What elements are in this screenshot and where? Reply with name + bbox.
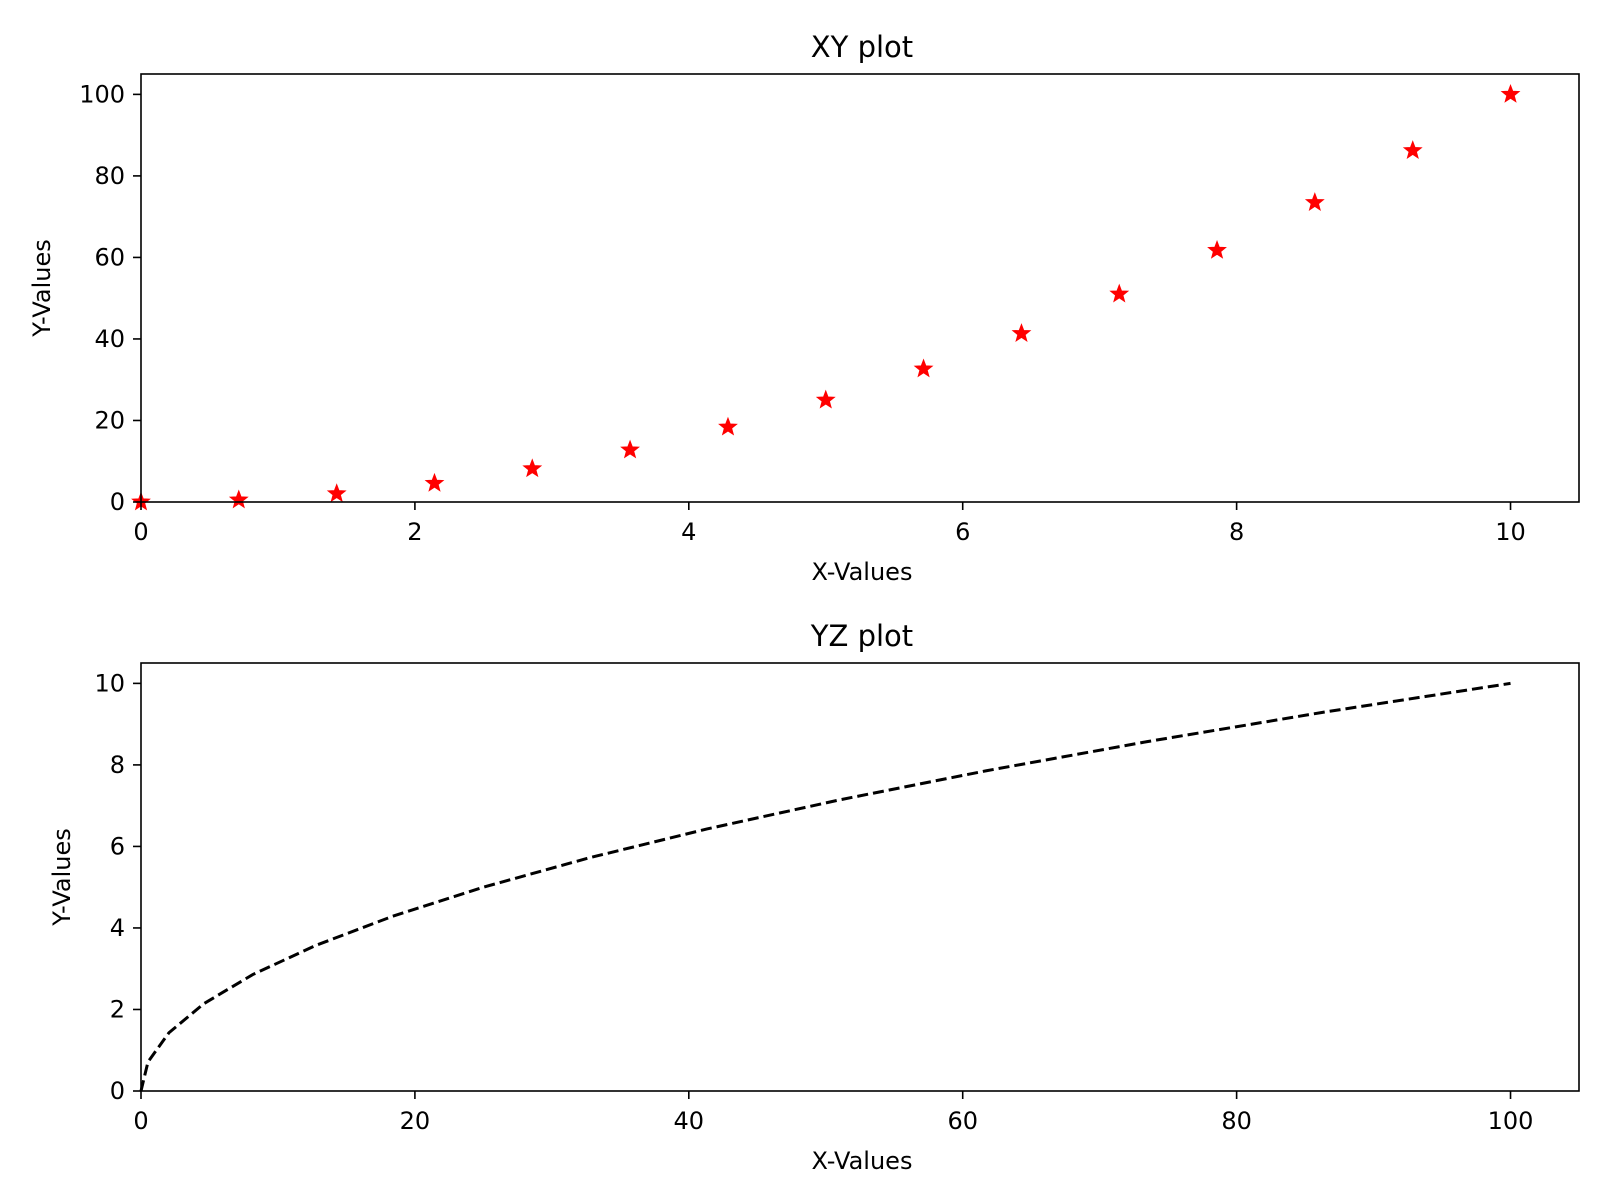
data-point-star <box>1304 192 1325 211</box>
xy-plot-title: XY plot <box>811 30 913 64</box>
yz-plot-line <box>139 681 1511 1092</box>
yz-plot-y-axis-label: Y-Values <box>48 828 76 926</box>
xy-plot-markers <box>131 83 1521 511</box>
xy-plot-y-tick-label: 40 <box>94 325 125 353</box>
yz-plot-y-tick-label: 6 <box>110 832 125 860</box>
xy-plot-y-axis-label: Y-Values <box>28 239 56 337</box>
xy-plot-y-tick-label: 100 <box>79 80 125 108</box>
xy-plot-x-tick-label: 0 <box>133 518 148 546</box>
xy-plot-x-tick-label: 6 <box>955 518 970 546</box>
data-point-star <box>522 458 543 478</box>
yz-plot-ticks: 0 20 40 60 80 100 0 2 4 6 8 10 <box>94 669 1533 1135</box>
data-point-star <box>1500 83 1521 103</box>
yz-plot-y-tick-label: 10 <box>94 669 125 697</box>
data-point-star <box>718 416 738 436</box>
data-point-star <box>1402 140 1423 159</box>
yz-plot-x-tick-label: 60 <box>947 1107 978 1135</box>
data-point-star <box>424 472 445 492</box>
yz-plot-panel: YZ plot 0 20 40 60 80 100 0 2 4 6 8 10 X-Values Y-V… <box>48 619 1580 1175</box>
xy-plot-x-tick-label: 10 <box>1495 518 1526 546</box>
xy-plot-x-tick-label: 8 <box>1229 518 1244 546</box>
data-point-star <box>1207 239 1227 259</box>
yz-plot-y-tick-label: 2 <box>110 995 125 1023</box>
xy-plot-x-tick-label: 2 <box>407 518 422 546</box>
yz-plot-x-tick-label: 100 <box>1488 1107 1534 1135</box>
data-point-star <box>620 439 640 459</box>
data-point-star <box>326 483 347 503</box>
yz-plot-x-tick-label: 80 <box>1221 1107 1252 1135</box>
yz-plot-axes-frame <box>140 662 1580 1092</box>
yz-plot-x-tick-label: 20 <box>400 1107 431 1135</box>
yz-plot-y-tick-label: 4 <box>110 914 125 942</box>
xy-plot-y-tick-label: 60 <box>94 243 125 271</box>
yz-plot-x-tick-label: 40 <box>674 1107 705 1135</box>
xy-plot-axes-frame <box>140 73 1580 503</box>
yz-plot-title: YZ plot <box>810 619 913 653</box>
xy-plot-x-tick-label: 4 <box>681 518 696 546</box>
yz-plot-x-tick-label: 0 <box>133 1107 148 1135</box>
data-point-star <box>1109 283 1130 303</box>
yz-plot-x-axis-label: X-Values <box>812 1147 913 1175</box>
data-point-star <box>1011 323 1032 342</box>
yz-plot-y-tick-label: 8 <box>110 751 125 779</box>
xy-plot-x-axis-label: X-Values <box>812 558 913 586</box>
xy-plot-y-tick-label: 80 <box>94 162 125 190</box>
data-point-star <box>913 358 934 378</box>
data-point-star <box>815 389 836 409</box>
yz-plot-y-tick-label: 0 <box>110 1077 125 1105</box>
xy-plot-y-tick-label: 20 <box>94 406 125 434</box>
series-line-dashed <box>139 681 1511 1092</box>
data-point-star <box>228 489 249 509</box>
xy-plot-y-tick-label: 0 <box>110 488 125 516</box>
